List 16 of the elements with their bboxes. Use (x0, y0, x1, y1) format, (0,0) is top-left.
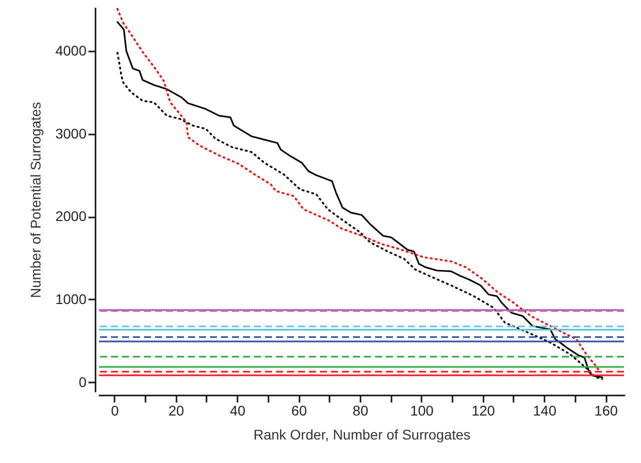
x-tick-label: 40 (230, 402, 246, 418)
y-axis-title: Number of Potential Surrogates (27, 102, 44, 298)
x-tick-label: 20 (168, 402, 184, 418)
x-tick-label: 80 (352, 402, 368, 418)
x-tick-label: 0 (110, 402, 119, 418)
x-tick-label: 100 (410, 402, 434, 418)
x-axis-title: Rank Order, Number of Surrogates (253, 426, 471, 442)
y-tick-label: 3000 (55, 125, 87, 142)
y-tick-label: 1000 (55, 290, 87, 307)
x-tick-label: 60 (291, 402, 308, 418)
x-tick-label: 120 (472, 402, 496, 418)
x-tick-label: 140 (532, 402, 557, 418)
y-tick-label: 0 (78, 374, 87, 390)
y-tick-label: 2000 (55, 208, 87, 224)
x-tick-label: 160 (594, 402, 618, 418)
y-tick-label: 4000 (55, 42, 87, 59)
